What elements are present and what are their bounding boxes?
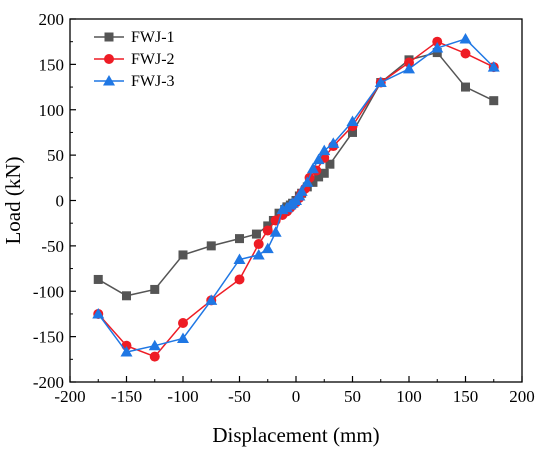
legend-marker xyxy=(104,54,114,64)
data-point xyxy=(460,48,471,59)
data-point xyxy=(251,229,261,239)
y-axis-title: Load (kN) xyxy=(1,156,25,244)
data-point xyxy=(432,48,442,58)
x-tick-label: 50 xyxy=(344,387,361,406)
legend-label: FWJ-1 xyxy=(131,29,175,46)
y-tick-label: 50 xyxy=(47,146,64,165)
y-tick-label: 200 xyxy=(39,10,65,29)
legend-label: FWJ-3 xyxy=(131,73,175,90)
legend-marker xyxy=(103,75,115,86)
x-tick-label: -200 xyxy=(54,387,85,406)
series-group xyxy=(92,32,500,362)
data-point xyxy=(261,242,274,254)
x-axis-title: Displacement (mm) xyxy=(212,423,379,447)
x-tick-label: -150 xyxy=(111,387,142,406)
axes-group: -200 -150 -100 -50 0 50 100 150 200 -200 -150 -100 -… xyxy=(33,10,535,406)
data-point xyxy=(178,318,188,329)
y-tick-label: 100 xyxy=(39,101,65,120)
series-fwj-3 xyxy=(92,32,500,357)
y-tick-label: -50 xyxy=(41,237,64,256)
x-tick-label: -50 xyxy=(228,387,251,406)
data-point xyxy=(150,284,160,294)
data-point xyxy=(487,61,500,72)
data-point xyxy=(325,159,335,169)
data-point xyxy=(306,162,319,174)
x-tick-label: 100 xyxy=(396,387,422,406)
legend-marker xyxy=(104,32,114,42)
y-tick-label: 0 xyxy=(56,192,65,211)
data-point xyxy=(295,185,308,196)
data-point xyxy=(312,153,325,165)
y-tick-label: -200 xyxy=(33,373,64,392)
data-point xyxy=(432,36,443,47)
data-point xyxy=(374,76,387,88)
data-point xyxy=(235,234,244,244)
data-point xyxy=(122,291,131,301)
data-point xyxy=(431,42,444,53)
data-point xyxy=(327,137,340,148)
data-point xyxy=(308,177,318,187)
y-tick-label: 150 xyxy=(39,55,65,74)
data-point xyxy=(262,225,273,236)
data-point xyxy=(459,32,472,44)
data-point xyxy=(269,226,282,237)
data-point xyxy=(318,144,331,156)
data-point xyxy=(93,274,103,284)
x-tick-label: 200 xyxy=(509,387,535,406)
data-point xyxy=(461,82,470,92)
y-tick-label: -150 xyxy=(33,328,64,347)
x-tick-label: -100 xyxy=(167,387,198,406)
x-tick-label: 150 xyxy=(453,387,479,406)
data-point xyxy=(348,127,357,137)
data-point xyxy=(177,332,189,343)
data-point xyxy=(149,351,160,362)
data-point xyxy=(403,62,415,74)
data-point xyxy=(206,241,216,251)
data-point xyxy=(120,346,133,357)
data-point xyxy=(346,115,359,127)
data-point xyxy=(253,239,264,250)
data-point xyxy=(319,168,329,178)
data-point xyxy=(234,274,245,285)
data-point xyxy=(148,339,161,351)
data-point xyxy=(178,250,188,260)
data-point xyxy=(404,57,414,68)
legend-label: FWJ-2 xyxy=(131,51,175,68)
y-tick-label: -100 xyxy=(33,282,64,301)
x-tick-label: 0 xyxy=(292,387,301,406)
data-point xyxy=(489,96,499,106)
legend-group: FWJ-1 FWJ-2 FWJ-3 xyxy=(94,29,175,90)
data-point xyxy=(205,294,218,305)
data-point xyxy=(252,248,265,260)
data-point xyxy=(314,172,324,182)
data-point xyxy=(233,253,246,264)
data-point xyxy=(92,307,105,319)
data-point xyxy=(301,176,314,187)
